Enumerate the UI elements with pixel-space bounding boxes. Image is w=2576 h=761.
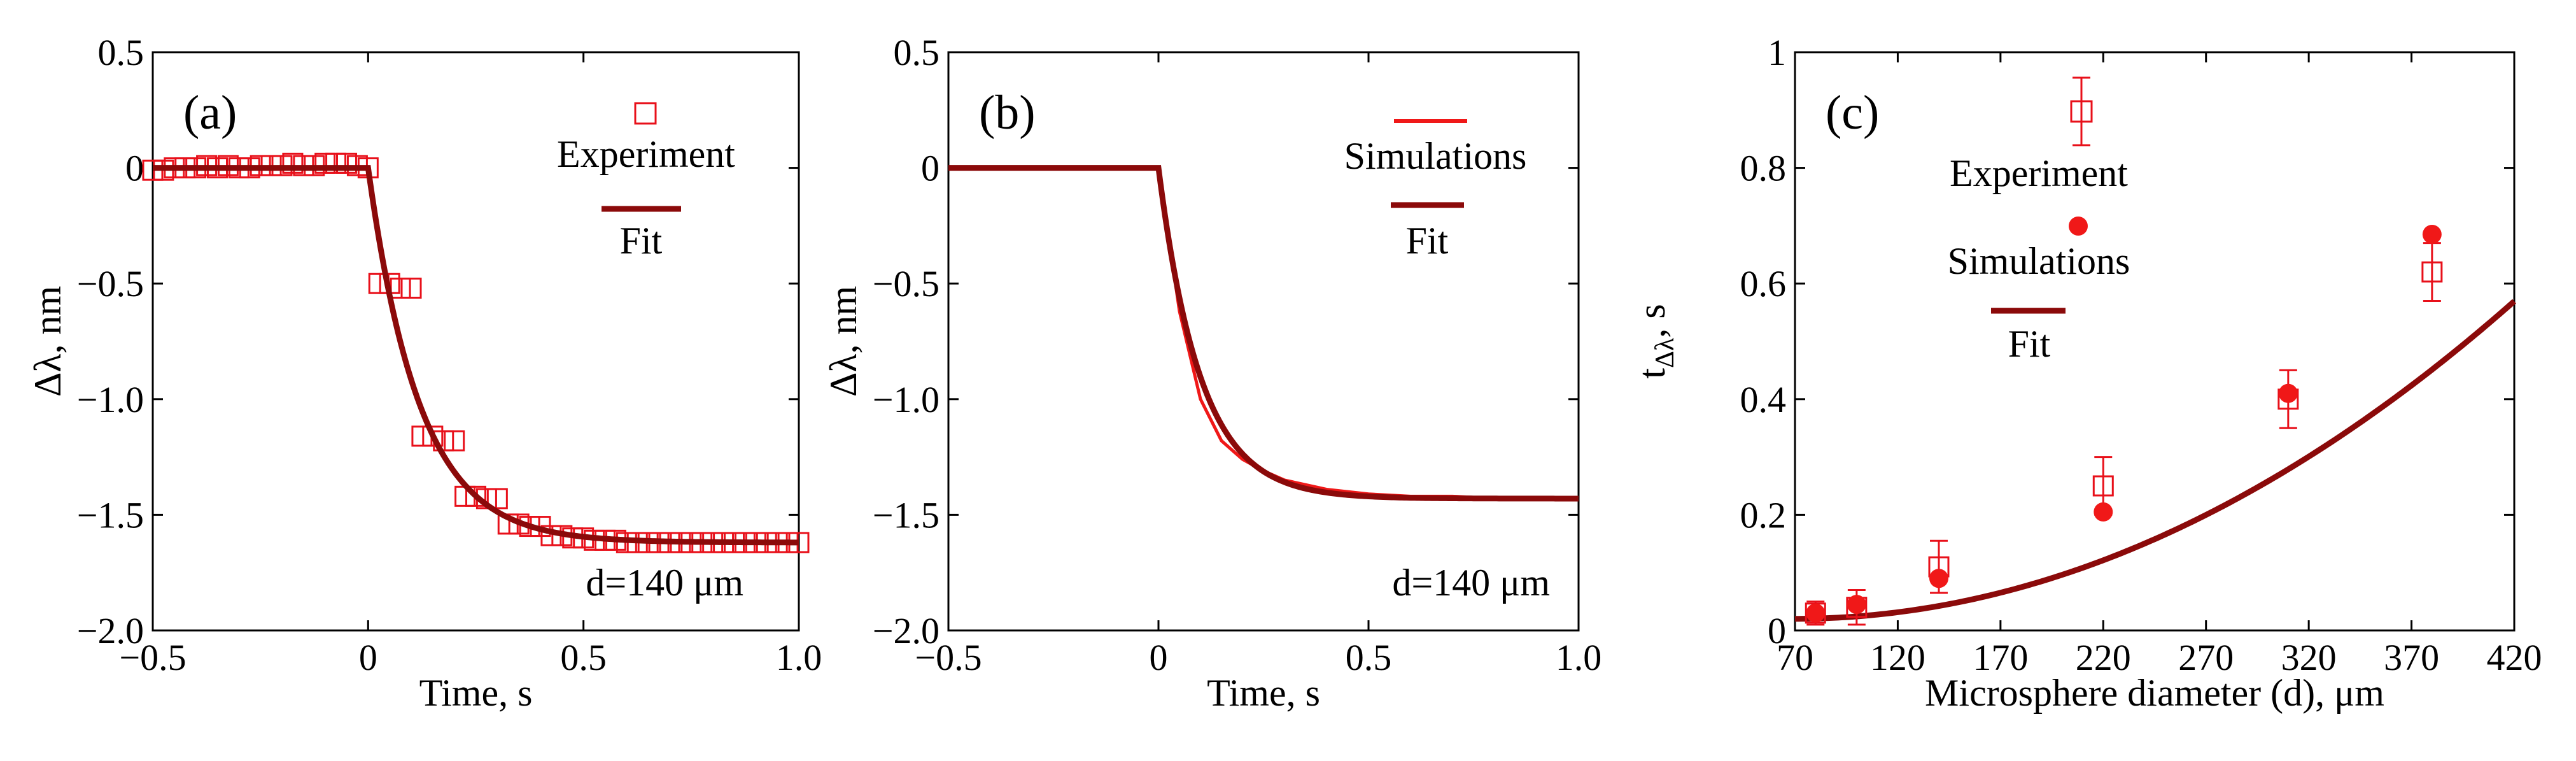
- x-tick-label: 220: [2076, 637, 2131, 678]
- simulation-point: [2422, 225, 2442, 245]
- legend-experiment-label: Experiment: [557, 133, 735, 175]
- y-tick-label: 0.4: [1740, 379, 1787, 420]
- simulation-point: [1847, 595, 1866, 615]
- y-tick-label: −2.0: [77, 610, 144, 651]
- legend-simulation-label: Simulations: [1948, 240, 2130, 282]
- y-axis-label: Δλ, nm: [822, 286, 864, 397]
- y-tick-label: −2.0: [873, 610, 940, 651]
- x-tick-label: 270: [2178, 637, 2234, 678]
- experiment-point: [422, 425, 444, 447]
- y-tick-label: 0.8: [1740, 148, 1787, 189]
- simulation-point: [2278, 383, 2298, 403]
- y-tick-label: 0: [921, 148, 940, 189]
- legend-simulation-label: Simulations: [1344, 135, 1527, 177]
- fit-curve: [1794, 299, 2516, 622]
- panel-c: 70 120 170 220 270 320 370 420 0 0.2 0.4 0.6 0.8 1 Mic…: [1631, 32, 2542, 714]
- x-tick-label: 1.0: [776, 637, 822, 678]
- experiment-point: [2092, 475, 2114, 497]
- x-tick-label: 70: [1777, 637, 1813, 678]
- y-tick-label: 0.5: [98, 32, 144, 73]
- x-tick-label: 170: [1973, 637, 2028, 678]
- panel-a: −0.5 0 0.5 1.0 −2.0 −1.5 −1.0 −0.5 0 0.5 Time, s Δλ…: [27, 32, 822, 714]
- x-axis-label: Time, s: [1207, 672, 1320, 714]
- x-tick-label: 420: [2487, 637, 2542, 678]
- y-tick-label: 0.6: [1740, 263, 1787, 304]
- panel-label: (c): [1826, 86, 1879, 139]
- y-tick-label: −1.5: [77, 494, 144, 536]
- legend-simulation-marker: [2069, 217, 2088, 236]
- x-tick-label: 0.5: [1346, 637, 1392, 678]
- experiment-point: [282, 152, 304, 174]
- x-tick-label: 0.5: [560, 637, 607, 678]
- x-tick-label: −0.5: [915, 637, 982, 678]
- experiment-point: [400, 277, 422, 299]
- y-axis-label-unit: , s: [1631, 304, 1673, 338]
- panel-label: (b): [979, 86, 1036, 139]
- y-tick-label: −1.5: [873, 494, 940, 536]
- plot-frame: [947, 51, 1580, 632]
- fit-line: [153, 165, 799, 546]
- annotation-diameter: d=140 μm: [1392, 562, 1550, 604]
- y-tick-label: 0.2: [1740, 494, 1787, 536]
- legend-fit-label: Fit: [1406, 220, 1449, 262]
- y-axis-label-subscript: Δλ: [1650, 338, 1680, 368]
- legend-fit-label: Fit: [620, 220, 663, 262]
- legend-experiment-marker: [634, 102, 657, 125]
- fit-line: [948, 165, 1579, 502]
- y-tick-label: −1.0: [77, 379, 144, 420]
- y-tick-label: −0.5: [77, 263, 144, 304]
- legend-experiment-label: Experiment: [1950, 152, 2128, 194]
- experiment-point: [314, 152, 336, 174]
- plot-frame: [1794, 51, 2516, 632]
- legend-fit-label: Fit: [2008, 323, 2051, 365]
- y-tick-label: 0.5: [894, 32, 940, 73]
- experiment-point: [336, 152, 357, 174]
- experiment-point: [444, 430, 465, 452]
- experiment-point: [390, 277, 411, 299]
- x-axis-label: Microsphere diameter (d), μm: [1925, 672, 2384, 714]
- x-tick-label: 1.0: [1556, 637, 1602, 678]
- panel-b: −0.5 0 0.5 1.0 −2.0 −1.5 −1.0 −0.5 0 0.5 Time, s Δλ…: [822, 32, 1601, 714]
- legend-experiment-marker: [2070, 100, 2093, 123]
- experiment-point: [325, 152, 347, 174]
- x-tick-label: 370: [2384, 637, 2439, 678]
- x-tick-label: 0: [359, 637, 377, 678]
- x-tick-label: 120: [1870, 637, 1925, 678]
- experiment-point: [465, 485, 486, 507]
- plot-frame: [151, 51, 800, 632]
- y-axis-label-main: t: [1631, 368, 1673, 379]
- x-tick-label: −0.5: [119, 637, 186, 678]
- simulation-point: [2094, 502, 2113, 522]
- x-tick-label: 0: [1150, 637, 1168, 678]
- x-tick-label: 320: [2281, 637, 2337, 678]
- panel-label: (a): [183, 86, 237, 139]
- y-tick-label: 1: [1768, 32, 1786, 73]
- experiment-point: [486, 488, 508, 509]
- y-axis-label: tΔλ, s: [1631, 304, 1680, 378]
- y-tick-label: −0.5: [873, 263, 940, 304]
- y-axis-label: Δλ, nm: [27, 286, 69, 397]
- simulation-point: [1929, 569, 1948, 588]
- y-tick-label: −1.0: [873, 379, 940, 420]
- x-axis-label: Time, s: [419, 672, 533, 714]
- y-tick-label: 0: [1768, 610, 1786, 651]
- annotation-diameter: d=140 μm: [586, 562, 743, 604]
- y-tick-label: 0: [125, 148, 144, 189]
- simulation-line: [948, 166, 1579, 501]
- experiment-point: [2421, 261, 2443, 283]
- simulation-point: [1806, 603, 1826, 623]
